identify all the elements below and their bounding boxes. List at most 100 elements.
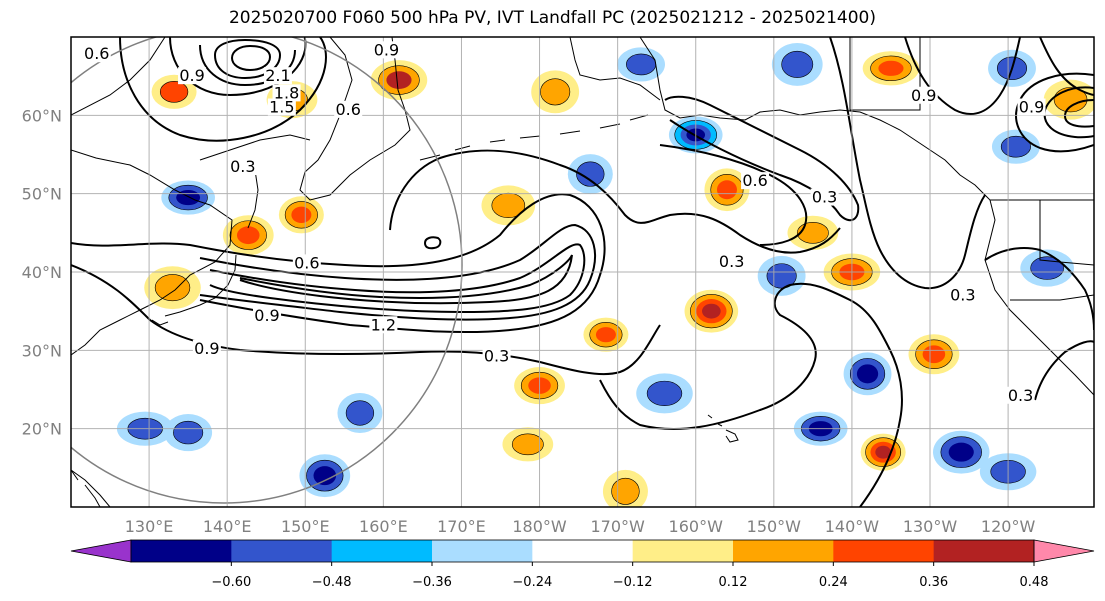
- anomaly-level: [948, 442, 974, 462]
- colorbar-segment: [833, 540, 935, 562]
- pv-contour-east-high-3: [1063, 99, 1094, 128]
- anomaly-level: [491, 192, 526, 219]
- anomaly-level: [173, 420, 204, 445]
- pv-contour-central-pacific: [389, 149, 841, 254]
- longitude-tick-label: 120°W: [981, 517, 1036, 536]
- colorbar-tick-label: 0.12: [719, 575, 748, 590]
- contour-label-text: 0.6: [335, 100, 360, 119]
- latitude-tick-label: 50°N: [22, 185, 62, 204]
- anomaly-level: [313, 466, 337, 486]
- contour-label-text: 0.6: [294, 253, 319, 272]
- map-frame: [70, 36, 1095, 508]
- anomaly-blob: [908, 334, 960, 375]
- contour-label-bg: [334, 100, 363, 118]
- coastline-okhotsk: [199, 134, 311, 161]
- pv-contour-siberia-3: [199, 44, 296, 87]
- anomaly-level: [1030, 256, 1064, 280]
- pv-contour-jet-2: [199, 223, 596, 321]
- longitude-tick-label: 160°E: [359, 517, 408, 536]
- graticule: [71, 37, 1094, 507]
- anomaly-blob: [602, 469, 648, 507]
- contour-label-bg: [263, 67, 292, 85]
- anomaly-blob: [222, 215, 274, 256]
- contour-label: 0.6: [334, 100, 363, 119]
- longitude-tick-label: 170°W: [590, 517, 645, 536]
- colorbar-extend-high: [1033, 539, 1095, 563]
- colorbar-extend-low: [70, 539, 132, 563]
- anomaly-blob: [636, 373, 693, 414]
- colorbar-segment: [231, 540, 333, 562]
- contour-label-bg: [178, 67, 207, 85]
- contour-label: 0.9: [253, 306, 282, 325]
- longitude-tick-label: 150°W: [747, 517, 802, 536]
- colorbar-segment: [532, 540, 634, 562]
- contour-label-bg: [369, 316, 398, 334]
- coastline-philippines: [71, 469, 101, 507]
- colorbar-tick-label: −0.48: [312, 575, 352, 590]
- coastline-hawaii: [707, 414, 739, 443]
- pv-contour-east-pacific: [599, 282, 903, 507]
- anomaly-level: [646, 380, 683, 407]
- anomaly-level: [386, 71, 412, 89]
- anomaly-blob: [583, 317, 629, 352]
- contour-label-text: 0.3: [719, 252, 744, 271]
- anomaly-level: [875, 445, 891, 459]
- coastline-asia: [71, 37, 233, 507]
- anomaly-level: [154, 274, 191, 302]
- colorbar-segment: [131, 540, 232, 562]
- contour-label-text: 0.6: [84, 44, 109, 63]
- colorbar-tick-label: −0.60: [211, 575, 251, 590]
- contour-label: 0.9: [192, 339, 221, 358]
- pv-contour-mexico: [1034, 340, 1094, 401]
- contour-label-text: 0.3: [1008, 386, 1033, 405]
- contour-label-bg: [82, 45, 111, 63]
- contour-label-bg: [1017, 98, 1046, 116]
- contour-label-text: 0.9: [194, 339, 219, 358]
- anomaly-blob: [278, 196, 324, 234]
- anomaly-level: [702, 303, 721, 319]
- longitude-tick-label: 170°E: [437, 517, 486, 536]
- anomaly-level: [159, 81, 189, 103]
- pv-contour-jet-3: [209, 243, 586, 314]
- contour-label: 0.3: [482, 347, 511, 366]
- pv-contour-alaska-2: [659, 144, 808, 246]
- contour-label-bg: [228, 158, 257, 176]
- contour-label: 0.3: [717, 252, 746, 271]
- anomaly-level: [611, 477, 640, 505]
- anomaly-blob: [502, 427, 554, 462]
- contour-label: 0.3: [810, 188, 839, 207]
- contour-label: 0.3: [1006, 386, 1035, 405]
- anomaly-level: [345, 400, 375, 426]
- pv-contour-siberia-4: [213, 38, 282, 80]
- coastline-north-america-east: [990, 199, 1094, 301]
- anomaly-level: [716, 180, 737, 200]
- longitude-tick-label: 150°E: [281, 517, 330, 536]
- contour-label: 0.6: [741, 171, 770, 190]
- colorbar-tick-label: 0.24: [819, 575, 848, 590]
- contour-label-text: 0.3: [950, 286, 975, 305]
- anomaly-blob: [567, 154, 613, 195]
- contour-label-text: 0.3: [812, 188, 837, 207]
- anomaly-blob: [843, 352, 892, 396]
- colorbar-tick-label: −0.36: [412, 575, 452, 590]
- anomaly-blob: [991, 129, 1040, 164]
- contour-label-bg: [1006, 386, 1035, 404]
- contour-label-text: 1.5: [269, 98, 294, 117]
- colorbar-segment: [331, 540, 433, 562]
- colorbar-segment: [632, 540, 734, 562]
- anomaly-level: [291, 206, 312, 224]
- pv-contour-ne-corner: [1039, 37, 1094, 96]
- colorbar-frame: [130, 539, 1035, 563]
- anomaly-blob: [531, 70, 580, 114]
- contour-label-text: 1.8: [274, 83, 299, 102]
- contour-label-text: 0.6: [742, 171, 767, 190]
- contour-label-text: 2.1: [265, 66, 290, 85]
- contour-label-bg: [192, 339, 221, 357]
- anomaly-blob: [860, 433, 906, 471]
- contour-label: 0.3: [228, 157, 257, 176]
- contour-label: 2.1: [263, 66, 292, 85]
- anomaly-level: [922, 345, 946, 364]
- pv-contours: [71, 37, 1094, 507]
- anomaly-level: [236, 226, 260, 245]
- contour-label-text: 0.3: [484, 347, 509, 366]
